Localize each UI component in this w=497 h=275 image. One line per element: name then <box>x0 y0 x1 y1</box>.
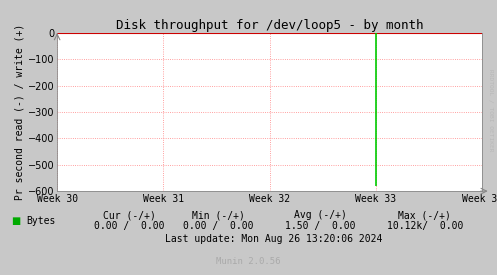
Text: Bytes: Bytes <box>26 216 55 226</box>
Text: Last update: Mon Aug 26 13:20:06 2024: Last update: Mon Aug 26 13:20:06 2024 <box>165 234 382 244</box>
Text: 0.00 /  0.00: 0.00 / 0.00 <box>183 221 254 230</box>
Title: Disk throughput for /dev/loop5 - by month: Disk throughput for /dev/loop5 - by mont… <box>116 19 423 32</box>
Text: RRDTOOL / TOBI OETIKER: RRDTOOL / TOBI OETIKER <box>488 69 493 151</box>
Text: 10.12k/  0.00: 10.12k/ 0.00 <box>387 221 463 230</box>
Text: Avg (-/+): Avg (-/+) <box>294 210 347 220</box>
Text: Cur (-/+): Cur (-/+) <box>103 210 156 220</box>
Text: Min (-/+): Min (-/+) <box>192 210 245 220</box>
Text: 0.00 /  0.00: 0.00 / 0.00 <box>94 221 165 230</box>
Y-axis label: Pr second read (-) / write (+): Pr second read (-) / write (+) <box>15 24 25 200</box>
Text: ■: ■ <box>11 216 20 226</box>
Text: Max (-/+): Max (-/+) <box>399 210 451 220</box>
Text: Munin 2.0.56: Munin 2.0.56 <box>216 257 281 266</box>
Text: 1.50 /  0.00: 1.50 / 0.00 <box>285 221 356 230</box>
